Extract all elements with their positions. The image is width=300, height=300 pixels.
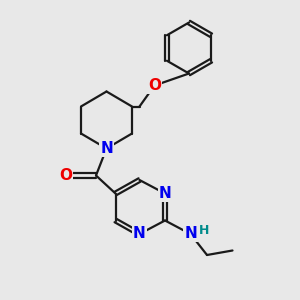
Text: N: N — [159, 186, 171, 201]
Text: O: O — [148, 78, 161, 93]
Text: H: H — [199, 224, 209, 238]
Text: N: N — [100, 141, 113, 156]
Text: N: N — [184, 226, 197, 242]
Text: N: N — [133, 226, 146, 242]
Text: O: O — [59, 168, 73, 183]
